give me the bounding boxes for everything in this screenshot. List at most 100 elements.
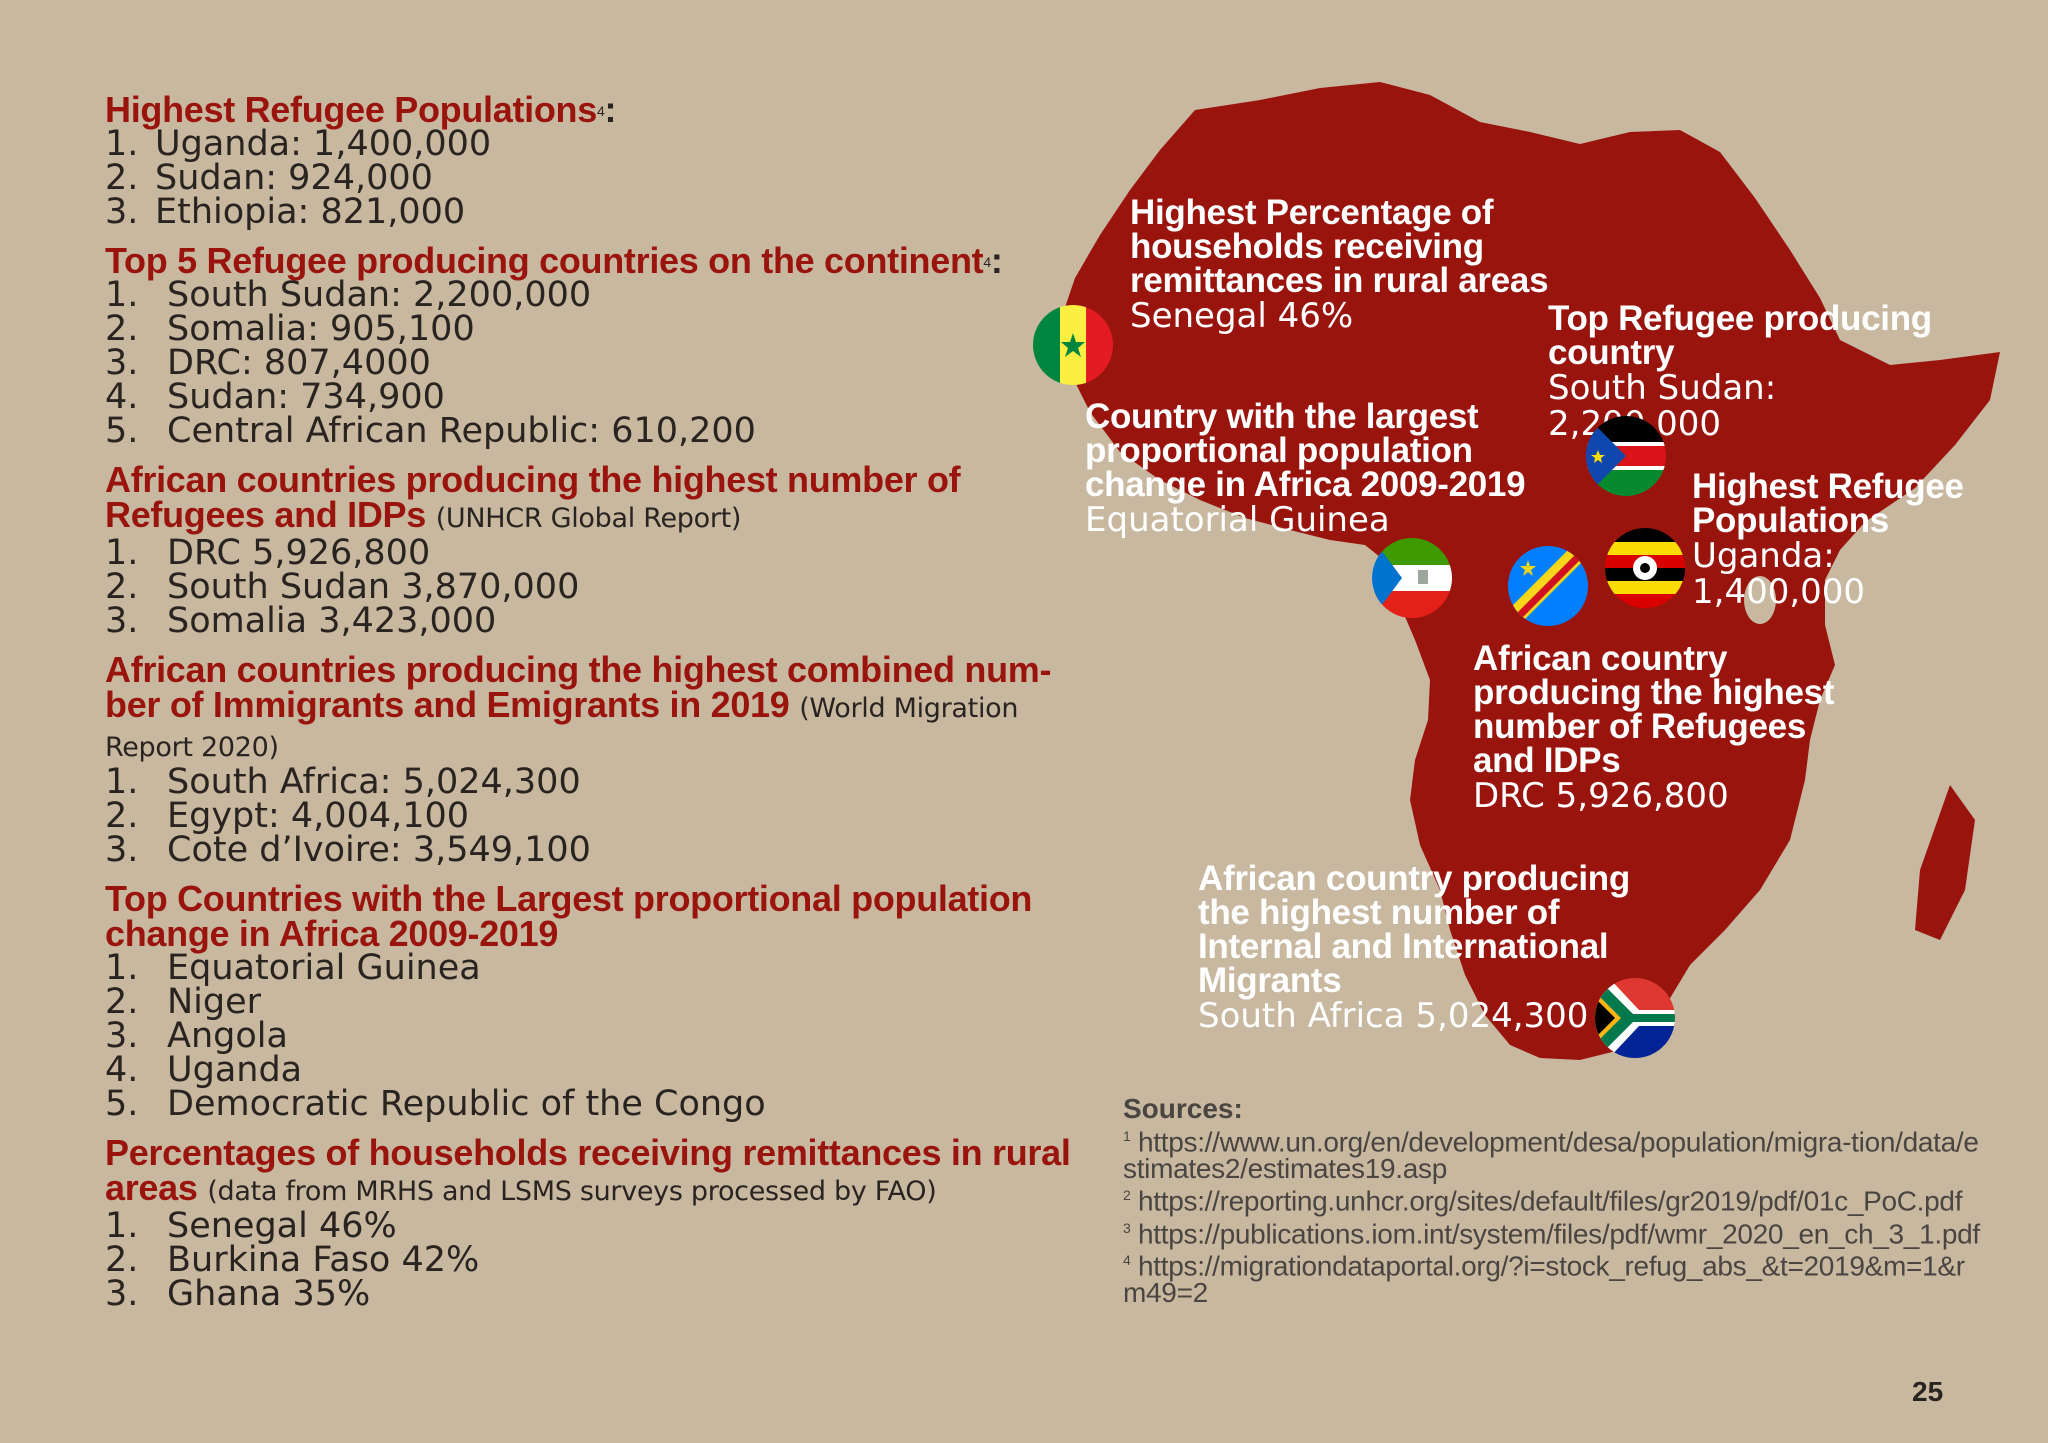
footnote-number: 2 — [1123, 1187, 1131, 1204]
list-item: 2. Niger — [105, 982, 1085, 1022]
list-number: 3. — [105, 192, 139, 232]
section-population-change: Top Countries with the Largest proportio… — [105, 878, 1085, 1124]
section-title: Top Countries with the Largest proportio… — [105, 878, 1085, 954]
source-link[interactable]: https://publications.iom.int/system/file… — [1137, 1217, 1980, 1249]
list-number: 2. — [105, 796, 139, 836]
list-item-text: Angola — [167, 1016, 288, 1056]
list-item-text: South Sudan: 2,200,000 — [167, 275, 592, 315]
list-number: 1. — [105, 124, 139, 164]
list-number: 1. — [105, 533, 139, 573]
section-title-text: Percentages of households receiving remi… — [105, 1132, 1071, 1208]
sources: Sources: 1 https://www.un.org/en/develop… — [1123, 1093, 1983, 1309]
left-column: Highest Refugee Populations4: 1. Uganda: … — [105, 92, 1085, 1325]
list-number: 2. — [105, 567, 139, 607]
section-title: Highest Refugee Populations4: — [105, 89, 1085, 130]
footnote-number: 1 — [1123, 1128, 1131, 1144]
list-number: 2. — [105, 309, 139, 349]
callout-value: Senegal 46% — [1130, 296, 1354, 336]
list-item-text: Somalia 3,423,000 — [167, 601, 497, 641]
source-item: 3 https://publications.iom.int/system/fi… — [1123, 1215, 1983, 1247]
list-item-text: Uganda — [167, 1050, 303, 1090]
list: 1. DRC 5,926,800 2. South Sudan 3,870,000 … — [105, 533, 1085, 641]
section-highest-refugee-populations: Highest Refugee Populations4: 1. Uganda: … — [105, 89, 1085, 232]
list-item-text: South Africa: 5,024,300 — [167, 762, 581, 802]
footnote-ref: 4 — [596, 103, 605, 119]
callout-title: African country producing the highest nu… — [1198, 859, 1630, 1000]
source-item: 4 https://migrationdataportal.org/?i=sto… — [1123, 1247, 1983, 1309]
callout-uganda: Highest Refugee Populations Uganda: 1,40… — [1692, 467, 2012, 612]
list-item-text: Sudan: 924,000 — [155, 158, 433, 198]
list: 1. South Africa: 5,024,300 2. Egypt: 4,004… — [105, 762, 1085, 870]
source-link[interactable]: https://www.un.org/en/development/desa/p… — [1123, 1126, 1979, 1185]
list-item-text: Somalia: 905,100 — [167, 309, 475, 349]
callout-eq-guinea: Country with the largest proportional po… — [1085, 397, 1565, 540]
footnote-ref: 4 — [983, 254, 991, 270]
callout-value: Uganda: 1,400,000 — [1692, 536, 1866, 612]
list-item-text: DRC 5,926,800 — [167, 533, 431, 573]
callout-title: Country with the largest proportional po… — [1085, 397, 1526, 504]
list-item-text: Senegal 46% — [167, 1206, 397, 1246]
sources-title: Sources: — [1123, 1093, 1243, 1124]
list-item-text: Niger — [167, 982, 262, 1022]
list-item-text: Egypt: 4,004,100 — [167, 796, 470, 836]
list-item-text: South Sudan 3,870,000 — [167, 567, 580, 607]
list-number: 5. — [105, 411, 139, 451]
list-item-text: Equatorial Guinea — [167, 948, 481, 988]
list-item: 5. Central African Republic: 610,200 — [105, 411, 1085, 451]
list-item: 3. Angola — [105, 1016, 1085, 1056]
list-number: 2. — [105, 1240, 139, 1280]
list-item: 2. Egypt: 4,004,100 — [105, 796, 1085, 836]
list-item: 3. DRC: 807,4000 — [105, 343, 1085, 383]
equatorial-guinea-flag-icon — [1372, 538, 1452, 618]
section-note: (data from MRHS and LSMS surveys process… — [207, 1176, 937, 1207]
list-number: 1. — [105, 1206, 139, 1246]
section-title-text: Top Countries with the Largest proportio… — [105, 878, 1033, 954]
callout-title: African country producing the highest nu… — [1473, 639, 1835, 780]
callout-south-africa: African country producing the highest nu… — [1198, 859, 1668, 1034]
madagascar-shape — [1915, 785, 1975, 940]
list-item-text: Cote d’Ivoire: 3,549,100 — [167, 830, 591, 870]
section-remittances: Percentages of households receiving remi… — [105, 1132, 1085, 1314]
section-note: (UNHCR Global Report) — [435, 503, 742, 534]
south-sudan-flag-icon — [1586, 416, 1666, 496]
list-item: 1. DRC 5,926,800 — [105, 533, 1085, 573]
section-title: Top 5 Refugee producing countries on the… — [105, 240, 1085, 281]
list-item-text: Democratic Republic of the Congo — [167, 1084, 766, 1124]
section-refugees-and-idps: African countries producing the highest … — [105, 462, 1085, 641]
list-number: 3. — [105, 1274, 139, 1314]
list-item-text: Central African Republic: 610,200 — [167, 411, 756, 451]
callout-drc: African country producing the highest nu… — [1473, 639, 1873, 814]
list-item: 2. Sudan: 924,000 — [105, 158, 1085, 198]
list-item: 2. South Sudan 3,870,000 — [105, 567, 1085, 607]
list-item: 4. Uganda — [105, 1050, 1085, 1090]
source-link[interactable]: https://migrationdataportal.org/?i=stock… — [1123, 1250, 1965, 1309]
drc-flag-icon — [1508, 546, 1588, 626]
uganda-flag-icon — [1605, 528, 1685, 608]
list-item: 3. Somalia 3,423,000 — [105, 601, 1085, 641]
section-title-text: African countries producing the highest … — [105, 649, 1052, 725]
source-item: 1 https://www.un.org/en/development/desa… — [1123, 1123, 1983, 1185]
list-item-text: Burkina Faso 42% — [167, 1240, 480, 1280]
list-number: 4. — [105, 377, 139, 417]
callout-value: Equatorial Guinea — [1085, 500, 1390, 540]
page-number: 25 — [1912, 1376, 1944, 1407]
list-item: 2. Somalia: 905,100 — [105, 309, 1085, 349]
list-item-text: Ethiopia: 821,000 — [155, 192, 466, 232]
list-item: 1. Equatorial Guinea — [105, 948, 1085, 988]
list-item-text: Sudan: 734,900 — [167, 377, 445, 417]
callout-title: Highest Refugee Populations — [1692, 467, 1964, 540]
source-link[interactable]: https://reporting.unhcr.org/sites/defaul… — [1137, 1185, 1963, 1217]
colon: : — [990, 240, 1003, 281]
list-number: 1. — [105, 275, 139, 315]
list-number: 5. — [105, 1084, 139, 1124]
list: 1. Equatorial Guinea 2. Niger 3. Angola 4. U… — [105, 948, 1085, 1124]
list-number: 2. — [105, 158, 139, 198]
south-africa-flag-icon — [1595, 978, 1675, 1058]
section-title: African countries producing the highest … — [105, 462, 1085, 536]
section-title-text: Highest Refugee Populations — [105, 89, 597, 130]
list-item: 2. Burkina Faso 42% — [105, 1240, 1085, 1280]
section-title: African countries producing the highest … — [105, 652, 1085, 765]
list: 1. Senegal 46% 2. Burkina Faso 42% 3. Ghana… — [105, 1206, 1085, 1314]
colon: : — [604, 89, 617, 130]
list-item-text: DRC: 807,4000 — [167, 343, 431, 383]
